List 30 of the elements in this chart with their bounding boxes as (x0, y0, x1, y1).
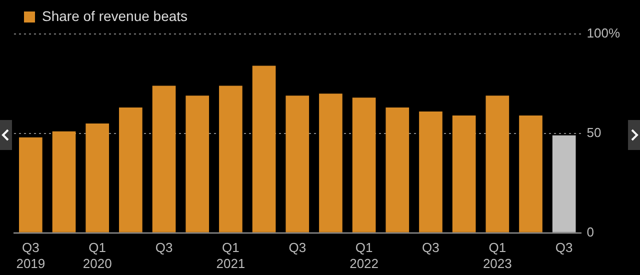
x-tick-label: Q3 (422, 240, 440, 256)
bar (319, 94, 342, 232)
x-tick-label: Q1 2020 (82, 240, 112, 271)
bar (486, 96, 510, 232)
bar (219, 86, 242, 232)
bar (452, 116, 476, 232)
bar (19, 137, 42, 232)
y-tick-label: 100% (586, 26, 620, 41)
bar (86, 123, 110, 232)
bar (186, 96, 210, 232)
y-tick-label: 0 (586, 224, 594, 240)
bar (119, 108, 142, 232)
bar (386, 108, 410, 232)
x-tick-label: Q1 2021 (216, 240, 246, 271)
bar (352, 98, 376, 232)
x-tick-label: Q1 2022 (350, 240, 379, 271)
bar (552, 135, 576, 232)
x-tick-label: Q3 (288, 240, 306, 256)
bar (252, 66, 276, 232)
x-tick-label: Q3 2019 (16, 240, 46, 271)
bar (286, 96, 310, 232)
x-tick-label: Q3 (155, 240, 173, 256)
bar (52, 131, 76, 232)
bar (419, 112, 442, 232)
x-tick-label: Q3 (555, 240, 573, 256)
bar (152, 86, 176, 232)
x-tick-label: Q1 2023 (482, 240, 512, 271)
bar (519, 116, 542, 232)
y-tick-label: 50 (586, 124, 602, 140)
legend-label: Share of revenue beats (42, 8, 188, 24)
